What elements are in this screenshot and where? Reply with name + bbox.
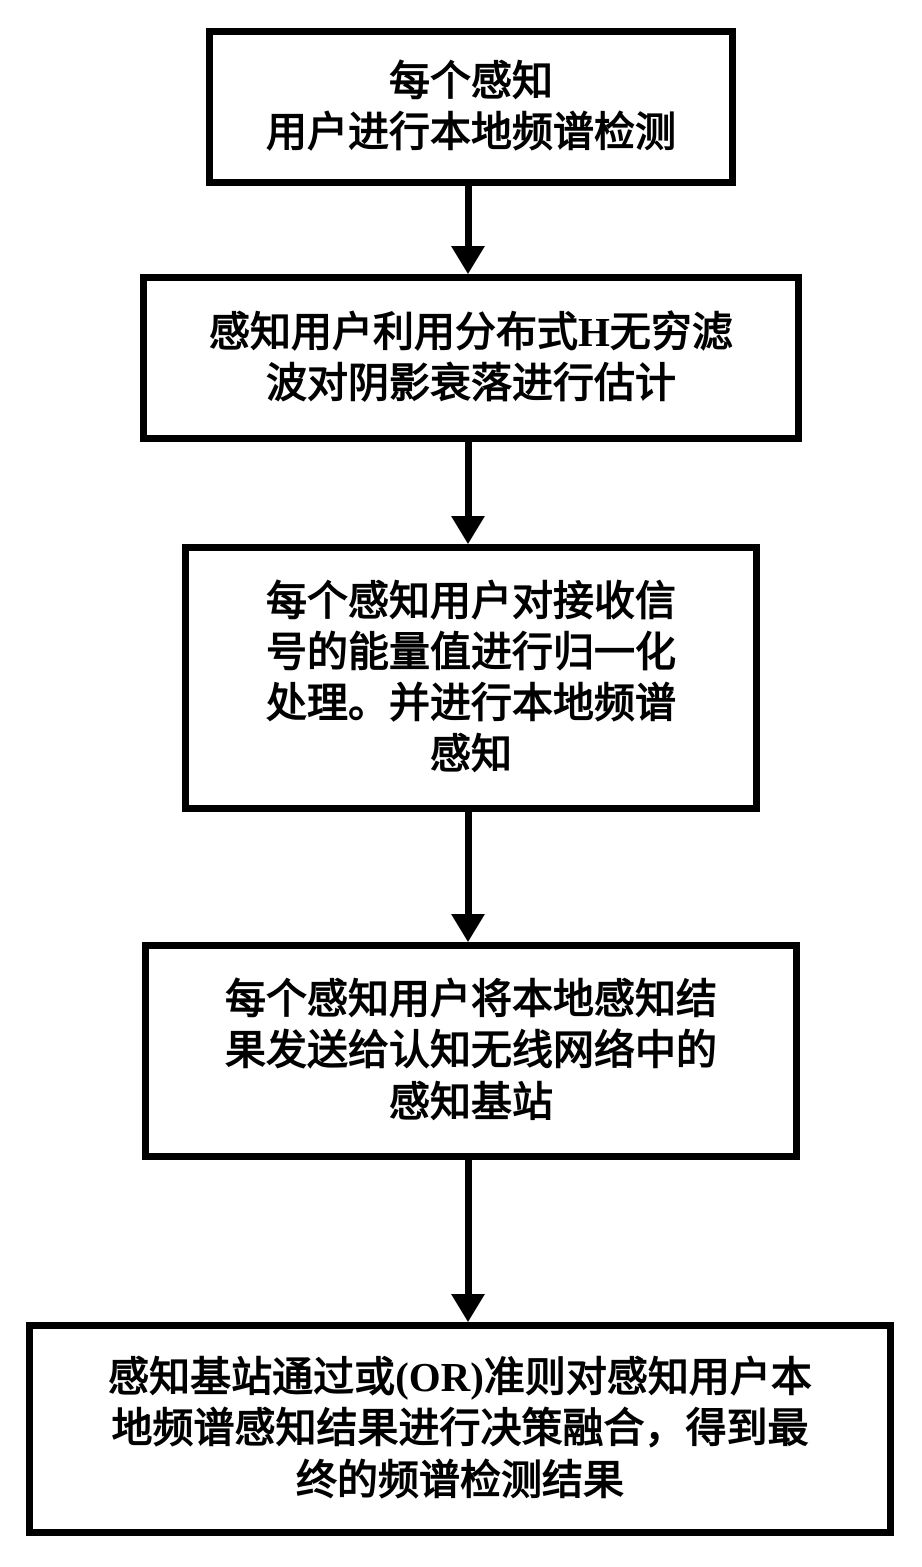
flow-node-4-label: 每个感知用户将本地感知结果发送给认知无线网络中的感知基站 (225, 974, 717, 1128)
flowchart-canvas: 每个感知用户进行本地频谱检测 感知用户利用分布式H无穷滤波对阴影衰落进行估计 每… (0, 0, 922, 1567)
flow-edge-1-arrow (451, 246, 485, 274)
flow-node-5: 感知基站通过或(OR)准则对感知用户本地频谱感知结果进行决策融合，得到最终的频谱… (26, 1322, 894, 1536)
flow-node-2-label: 感知用户利用分布式H无穷滤波对阴影衰落进行估计 (209, 307, 733, 410)
flow-edge-4-arrow (451, 1294, 485, 1322)
flow-node-4: 每个感知用户将本地感知结果发送给认知无线网络中的感知基站 (142, 942, 800, 1160)
flow-node-1-label: 每个感知用户进行本地频谱检测 (266, 56, 676, 159)
flow-edge-4 (465, 1160, 472, 1294)
flow-edge-3-arrow (451, 914, 485, 942)
flow-node-3: 每个感知用户对接收信号的能量值进行归一化处理。并进行本地频谱感知 (182, 544, 760, 812)
flow-node-2: 感知用户利用分布式H无穷滤波对阴影衰落进行估计 (140, 274, 802, 442)
flow-edge-1 (465, 186, 472, 246)
flow-node-5-label: 感知基站通过或(OR)准则对感知用户本地频谱感知结果进行决策融合，得到最终的频谱… (108, 1352, 812, 1506)
flow-edge-2-arrow (451, 516, 485, 544)
flow-edge-2 (465, 442, 472, 516)
flow-node-3-label: 每个感知用户对接收信号的能量值进行归一化处理。并进行本地频谱感知 (266, 576, 676, 781)
flow-node-1: 每个感知用户进行本地频谱检测 (206, 28, 736, 186)
flow-edge-3 (465, 812, 472, 914)
